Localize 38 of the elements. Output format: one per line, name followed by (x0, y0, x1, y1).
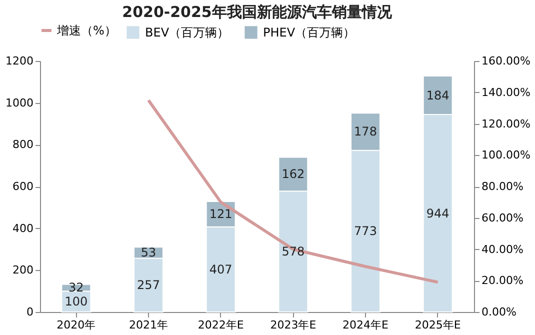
y2-tick-label: 40.00% (482, 242, 524, 256)
data-label: 578 (282, 244, 305, 259)
x-tick-label: 2022年E (198, 318, 244, 332)
y-tick-label: 1000 (6, 96, 34, 110)
y2-tick-label: 0.00% (482, 306, 516, 318)
data-label: 773 (354, 224, 377, 238)
legend-label: BEV（百万辆） (145, 25, 230, 40)
x-tick-label: 2021年 (129, 318, 168, 332)
y2-tick-label: 100.00% (482, 148, 530, 162)
y2-tick-label: 140.00% (482, 86, 530, 99)
data-label: 178 (354, 124, 377, 139)
y2-tick-label: 160.00% (482, 54, 530, 68)
y2-tick-label: 120.00% (482, 117, 530, 130)
y-tick-label: 200 (12, 264, 34, 277)
data-label: 944 (426, 206, 450, 220)
data-label: 184 (426, 88, 450, 102)
legend-label: 增速（%） (56, 24, 116, 38)
chart-title: 2020-2025年我国新能源汽车销量情况 (122, 3, 393, 21)
data-label: 100 (64, 294, 88, 309)
y-tick-label: 0 (26, 306, 34, 318)
legend-label: PHEV（百万辆） (263, 25, 356, 40)
data-label: 32 (68, 280, 84, 295)
y2-tick-label: 60.00% (482, 211, 524, 224)
y-tick-label: 1200 (6, 54, 34, 68)
y2-tick-label: 80.00% (482, 180, 524, 193)
x-tick-label: 2025年E (414, 318, 461, 332)
data-label: 121 (209, 207, 232, 222)
x-tick-label: 2020年 (56, 318, 96, 332)
x-tick-label: 2023年E (270, 318, 316, 332)
y-tick-label: 800 (12, 138, 34, 152)
data-label: 407 (209, 262, 232, 276)
data-label: 257 (137, 278, 160, 292)
y-tick-label: 600 (12, 180, 34, 193)
x-tick-label: 2024年E (342, 318, 389, 332)
y-tick-label: 400 (12, 222, 34, 235)
y2-tick-label: 20.00% (482, 274, 524, 288)
data-label: 53 (140, 246, 156, 260)
data-label: 162 (282, 167, 305, 182)
